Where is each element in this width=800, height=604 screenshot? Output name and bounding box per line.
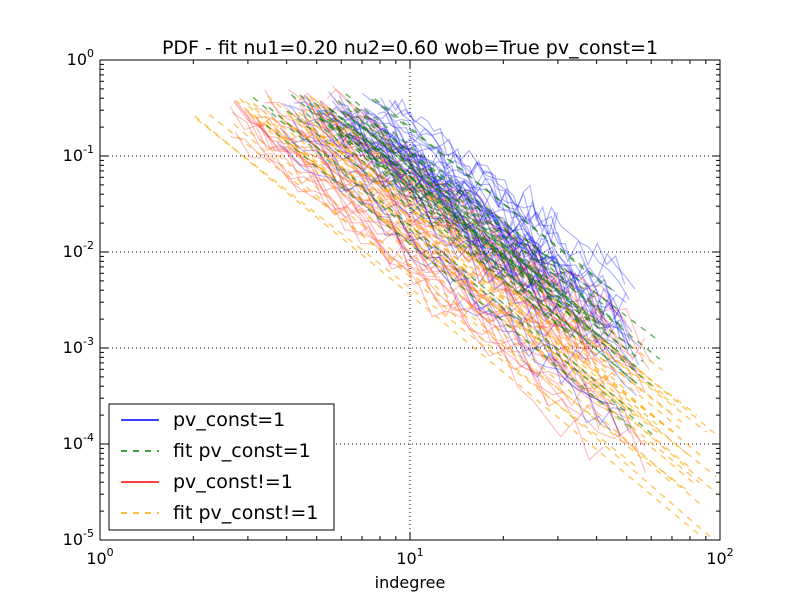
series-line-1 — [341, 110, 579, 293]
series-line-1 — [386, 106, 626, 285]
series-line-1 — [319, 100, 557, 294]
series-line-1 — [292, 119, 626, 426]
series-line-2 — [319, 116, 642, 388]
series-line-3 — [245, 109, 637, 451]
series-line-1 — [366, 118, 549, 261]
series-line-2 — [369, 123, 606, 307]
series-line-1 — [377, 110, 553, 254]
chart-title: PDF - fit nu1=0.20 nu2=0.60 wob=True pv_… — [162, 37, 658, 59]
series-line-3 — [254, 115, 568, 378]
series-line-1 — [340, 105, 558, 298]
series-line-2 — [371, 98, 617, 294]
series-line-1 — [387, 129, 584, 309]
series-line-3 — [255, 127, 549, 406]
y-tick-label: 100 — [67, 47, 94, 69]
legend-label-2: fit pv_const=1 — [173, 440, 311, 462]
series-line-2 — [353, 108, 658, 340]
series-line-2 — [265, 124, 637, 432]
series-line-3 — [320, 100, 606, 388]
series-line-2 — [306, 105, 644, 363]
series-line-1 — [328, 91, 576, 284]
series-line-3 — [320, 120, 546, 297]
legend-box — [108, 403, 335, 531]
series-line-1 — [375, 100, 640, 347]
series-line-1 — [363, 106, 573, 305]
series-line-1 — [319, 110, 621, 345]
series-line-3 — [302, 108, 606, 331]
series-line-2 — [305, 112, 568, 334]
y-tick-label: 10-5 — [63, 527, 94, 549]
series-line-3 — [234, 131, 643, 445]
series-line-2 — [337, 100, 661, 360]
series-line-1 — [362, 93, 630, 301]
series-line-2 — [252, 96, 657, 438]
series-line-1 — [381, 127, 631, 349]
grid — [100, 60, 720, 540]
series-line-2 — [290, 94, 575, 336]
series-line-3 — [233, 100, 569, 370]
y-tick-label: 10-1 — [63, 143, 94, 165]
x-tick-label: 102 — [706, 546, 733, 568]
series-line-2 — [346, 113, 594, 323]
series-line-2 — [340, 110, 628, 332]
y-tick-label: 10-3 — [63, 335, 94, 357]
series-line-1 — [294, 101, 585, 332]
series-line-1 — [364, 112, 629, 352]
series-line-2 — [268, 106, 636, 415]
series-line-3 — [256, 116, 603, 423]
series-line-2 — [331, 109, 558, 292]
series-line-4 — [239, 98, 698, 487]
series-line-2 — [342, 110, 605, 331]
x-tick-label: 100 — [86, 546, 113, 568]
series-line-3 — [256, 115, 568, 375]
series-line-2 — [286, 110, 583, 344]
series-line-3 — [288, 133, 622, 442]
series-line-4 — [249, 131, 674, 485]
series-line-4 — [266, 95, 661, 428]
series-line-4 — [234, 99, 639, 420]
series-line-2 — [313, 102, 635, 351]
x-axis-label: indegree — [375, 573, 446, 592]
series-line-4 — [288, 115, 688, 455]
series-line-4 — [305, 128, 671, 413]
y-tick-label: 10-4 — [63, 431, 94, 453]
series-line-4 — [233, 123, 713, 540]
series-line-2 — [362, 125, 603, 328]
series-line-3 — [318, 102, 626, 350]
x-tick-label: 101 — [396, 546, 423, 568]
series-line-3 — [277, 120, 640, 394]
series-line-4 — [244, 100, 717, 478]
legend-label-4: fit pv_const!=1 — [173, 502, 318, 524]
series-line-1 — [395, 118, 559, 245]
series-line-4 — [279, 116, 718, 494]
series-line-4 — [208, 113, 690, 493]
legend-label-3: pv_const!=1 — [173, 471, 293, 493]
series-line-4 — [303, 116, 698, 416]
series-line-3 — [231, 111, 605, 461]
series-line-2 — [360, 119, 570, 297]
series-line-4 — [194, 115, 702, 537]
series-line-1 — [317, 104, 554, 300]
series-layer — [194, 85, 721, 540]
series-line-4 — [196, 118, 640, 470]
series-line-2 — [299, 94, 637, 384]
series-line-3 — [298, 105, 574, 357]
legend-label-1: pv_const=1 — [173, 409, 285, 431]
series-line-4 — [249, 114, 705, 509]
y-tick-label: 10-2 — [63, 239, 94, 261]
series-line-4 — [252, 102, 666, 427]
series-line-3 — [268, 100, 612, 411]
series-line-1 — [388, 98, 557, 237]
ticks: 100 101 102 10-5 10-4 10-3 10-2 10-1 100 — [63, 47, 734, 568]
series-line-3 — [279, 115, 592, 367]
series-line-3 — [350, 115, 622, 318]
series-line-3 — [244, 109, 600, 430]
series-line-1 — [380, 97, 574, 275]
